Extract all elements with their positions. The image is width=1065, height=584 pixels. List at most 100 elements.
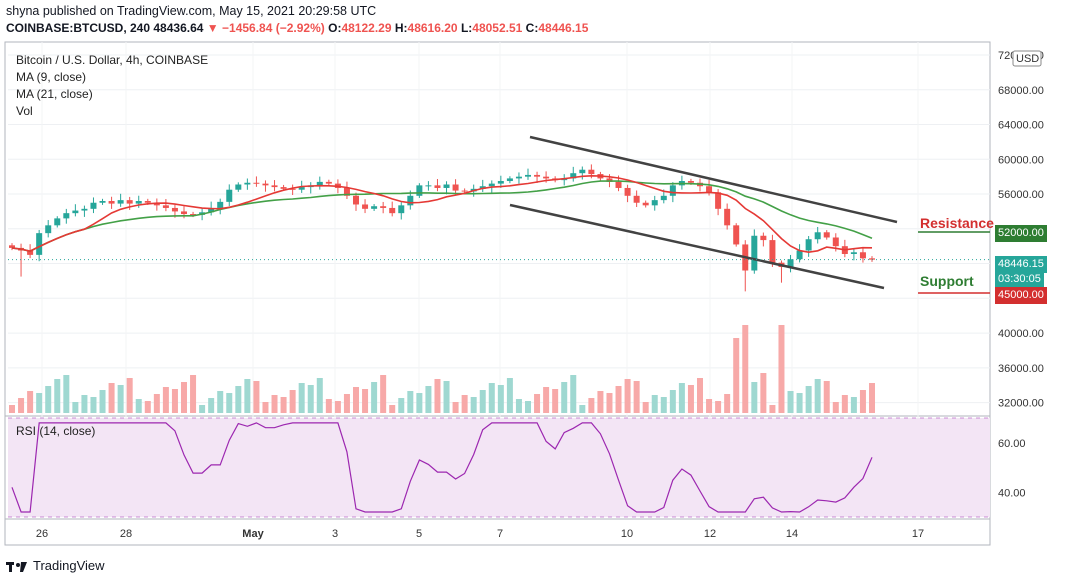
candle-body [534, 174, 541, 177]
volume-bar [724, 394, 731, 413]
candle-body [796, 250, 803, 260]
candle-body [398, 205, 405, 214]
volume-bar [153, 394, 160, 413]
high-label: H: [394, 21, 408, 35]
volume-bar [787, 391, 794, 413]
volume-bar [126, 378, 133, 413]
time-tick-label: 5 [416, 528, 422, 540]
volume-bar [334, 401, 341, 413]
low-value: 48052.51 [472, 21, 523, 35]
candle-body [45, 225, 52, 234]
volume-bar [452, 402, 459, 413]
candle-body [235, 184, 242, 190]
volume-bar [144, 401, 151, 413]
currency-badge [1012, 50, 1042, 67]
volume-bar [497, 385, 504, 413]
volume-bar [525, 401, 531, 413]
time-tick-label: 17 [912, 528, 924, 540]
volume-bar [597, 391, 604, 413]
candle-body [208, 207, 215, 213]
candle-body [461, 190, 468, 192]
resistance-label: Resistance [920, 215, 994, 231]
volume-bar [208, 398, 215, 413]
price-tick-label: 56000.00 [998, 189, 1044, 201]
volume-bar [706, 399, 713, 413]
low-label: L: [460, 21, 473, 35]
candle-body [479, 186, 486, 189]
ma9-line [11, 174, 873, 254]
price-tick-label: 36000.00 [998, 363, 1044, 375]
candle-body [588, 169, 595, 175]
volume-bar [289, 390, 296, 413]
support-price-tag: 45000.00 [995, 287, 1047, 304]
candle-body [660, 195, 667, 201]
candle-body [715, 192, 722, 209]
candle-body [135, 201, 142, 204]
volume-bar [669, 390, 676, 413]
volume-bar [796, 393, 803, 413]
resistance-price-tag: 52000.00 [995, 225, 1047, 242]
volume-bar [343, 394, 350, 413]
tradingview-logo[interactable]: TradingView [6, 558, 105, 573]
candle-body [724, 208, 731, 226]
candle-body [316, 181, 323, 186]
volume-bar [823, 381, 830, 413]
time-tick-label: May [242, 528, 264, 540]
candle-body [669, 185, 676, 196]
price-tick-label: 60000.00 [998, 154, 1044, 166]
volume-bar [9, 405, 15, 413]
candle-body [271, 185, 278, 188]
volume-bar [298, 383, 305, 413]
candle-body [117, 200, 124, 204]
candle-body [27, 250, 34, 255]
countdown-tag: 03:30:05 [995, 271, 1044, 288]
volume-bar [461, 395, 468, 413]
open-label: O: [328, 21, 342, 35]
volume-bar [353, 387, 359, 413]
candle-body [488, 183, 495, 187]
candle-body [515, 176, 522, 179]
candle-body [416, 185, 423, 196]
volume-bar [81, 395, 88, 413]
candle-body [506, 178, 513, 182]
volume-bar [841, 395, 848, 413]
volume-bar [470, 397, 477, 413]
volume-bar [271, 395, 278, 413]
rsi-line [11, 422, 873, 513]
last-price-tag: 48446.15 [995, 256, 1047, 273]
volume-bar [45, 386, 52, 413]
volume-bar [606, 393, 613, 413]
price-tick-label: 64000.00 [998, 120, 1044, 132]
volume-bar [325, 399, 332, 413]
candle-body [443, 184, 450, 188]
volume-bar [407, 391, 414, 413]
tradingview-logo-icon [6, 559, 28, 573]
support-label: Support [920, 273, 974, 289]
volume-bar [253, 381, 260, 413]
volume-bar [27, 391, 34, 413]
price-change: −1456.84 (−2.92%) [222, 21, 325, 35]
candle-body [579, 169, 586, 174]
candle-body [642, 202, 649, 206]
channel-upper-line [529, 135, 898, 224]
candle-body [805, 239, 812, 251]
volume-bar [624, 379, 631, 413]
volume-bar [226, 393, 233, 413]
candle-body [787, 259, 794, 268]
candle-body [99, 201, 106, 203]
volume-bar [190, 375, 197, 413]
volume-bar [805, 386, 812, 413]
volume-bar [850, 397, 857, 413]
volume-bar [543, 387, 550, 413]
candle-body [760, 235, 767, 241]
candle-body [325, 181, 332, 184]
tradingview-brand: TradingView [33, 558, 105, 573]
candle-body [9, 245, 15, 248]
last-price: 48436.64 [153, 21, 204, 35]
candle-body [633, 195, 640, 203]
candle-body [814, 232, 821, 240]
candle-body [54, 218, 61, 226]
open-value: 48122.29 [341, 21, 392, 35]
volume-bar [515, 399, 522, 413]
